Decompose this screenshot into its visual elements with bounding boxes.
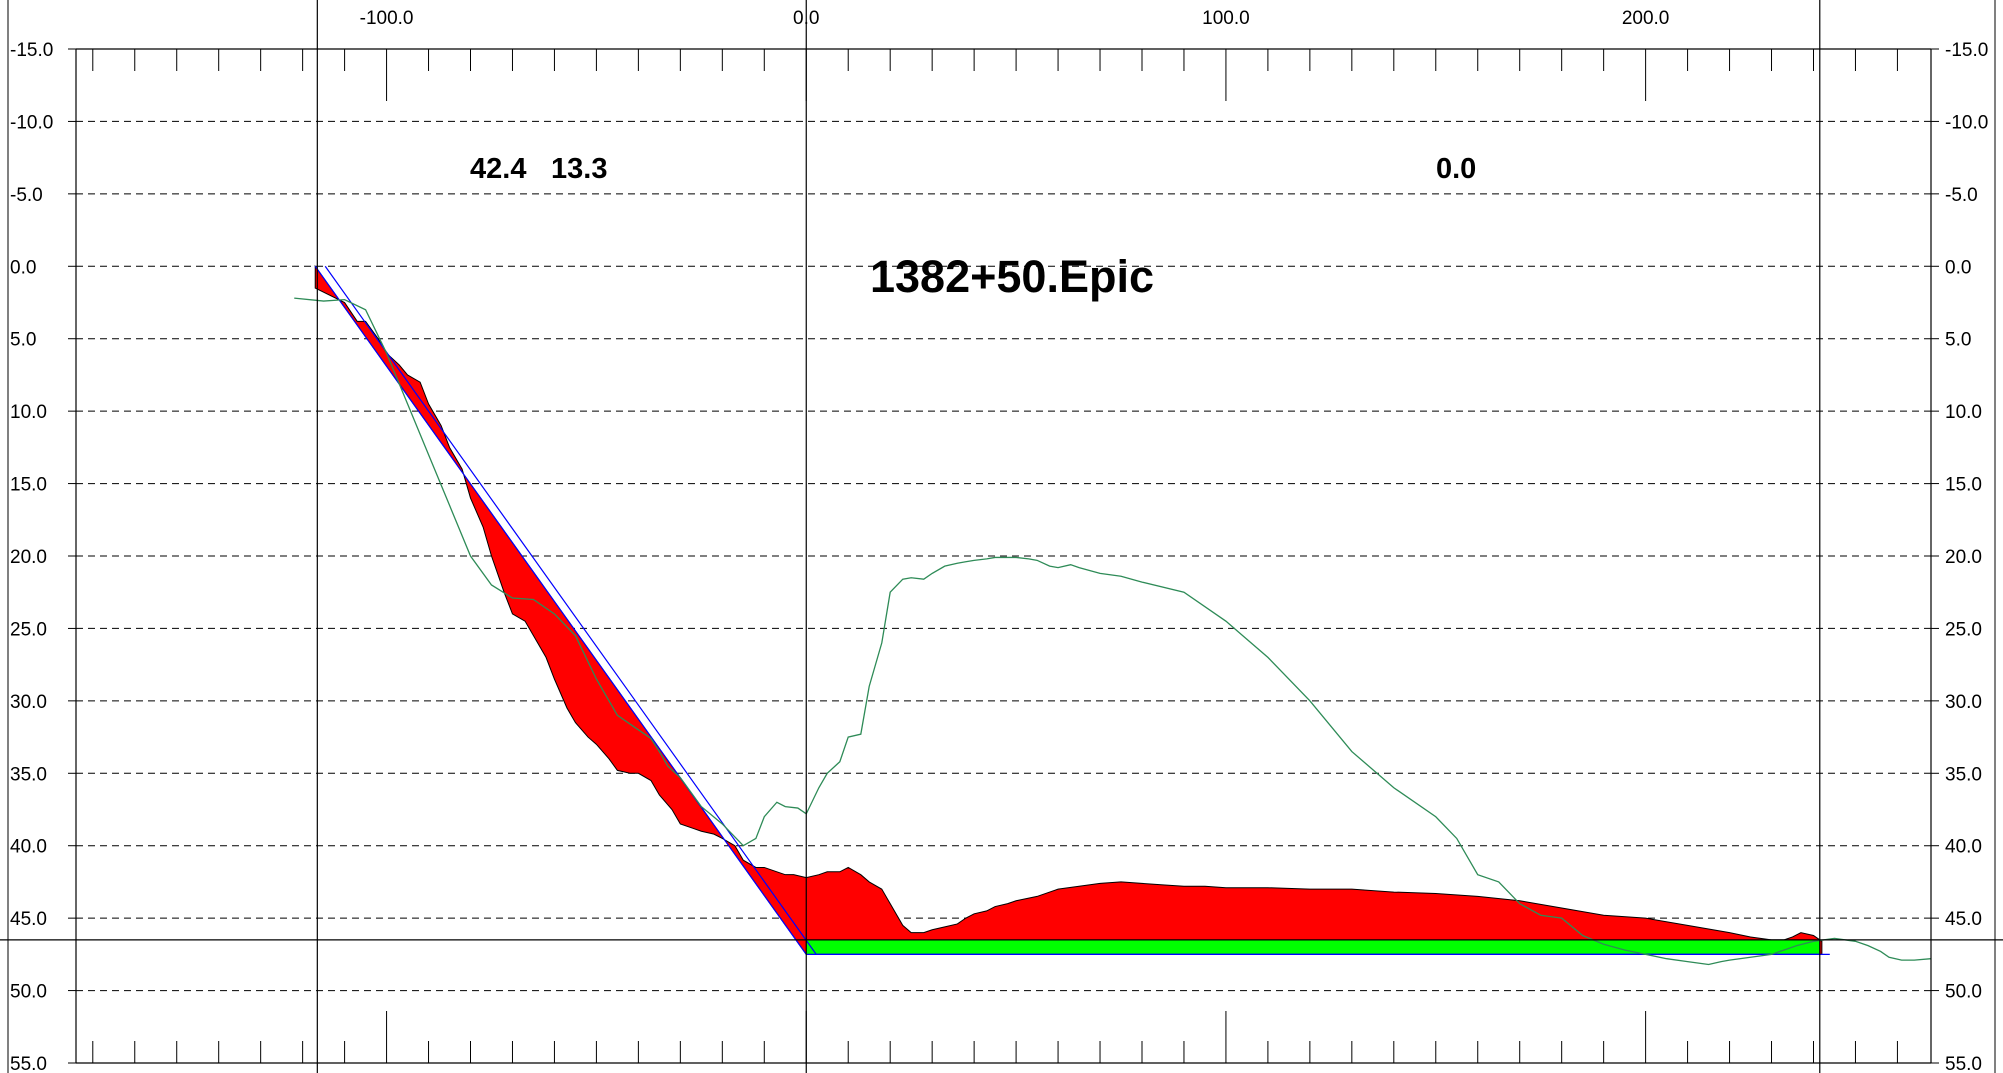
fill-area-label: 13.3 [551, 153, 607, 185]
x-tick-label: 0.0 [793, 8, 819, 29]
y-tick-labels: -15.0 -15.0 -10.0 -10.0 -5.0 -5.0 0.0 0.0 5.0 5.0… [10, 40, 1988, 1073]
y-tick-label-right: 35.0 [1945, 764, 1982, 785]
tick-marks [68, 48, 1939, 1064]
y-tick-label-right: 25.0 [1945, 619, 1982, 640]
y-tick-label-left: 5.0 [10, 330, 36, 351]
y-tick-label-right: 40.0 [1945, 837, 1982, 858]
y-tick-label-left: 55.0 [10, 1054, 47, 1073]
y-tick-label-left: -15.0 [10, 40, 53, 61]
y-tick-label-right: 30.0 [1945, 692, 1982, 713]
y-tick-label-right: 45.0 [1945, 909, 1982, 930]
y-tick-label-right: -10.0 [1945, 112, 1988, 133]
y-tick-label-right: 5.0 [1945, 330, 1971, 351]
section-title: 1382+50.Epic [870, 251, 1154, 302]
x-tick-label: 100.0 [1202, 8, 1250, 29]
cut-area [314, 264, 1823, 955]
design-template-offset-line [324, 265, 1830, 955]
y-tick-label-left: 25.0 [10, 619, 47, 640]
y-tick-label-right: 15.0 [1945, 475, 1982, 496]
y-tick-label-right: -15.0 [1945, 40, 1988, 61]
y-tick-label-right: 0.0 [1945, 257, 1971, 278]
y-tick-label-left: 0.0 [10, 257, 36, 278]
y-tick-label-left: -10.0 [10, 112, 53, 133]
y-tick-label-left: 10.0 [10, 402, 47, 423]
y-tick-label-left: 15.0 [10, 475, 47, 496]
x-tick-label: -100.0 [360, 8, 414, 29]
y-tick-label-right: 50.0 [1945, 982, 1982, 1003]
fill-area [805, 939, 1821, 955]
y-tick-label-left: 20.0 [10, 547, 47, 568]
y-tick-label-right: 10.0 [1945, 402, 1982, 423]
y-tick-label-left: -5.0 [10, 185, 43, 206]
y-tick-label-right: -5.0 [1945, 185, 1978, 206]
y-tick-label-left: 30.0 [10, 692, 47, 713]
y-tick-label-left: 35.0 [10, 764, 47, 785]
y-tick-label-left: 40.0 [10, 837, 47, 858]
y-tick-label-right: 55.0 [1945, 1054, 1982, 1073]
x-tick-labels: -100.0 0.0 100.0 200.0 [360, 8, 1670, 29]
right-area-label: 0.0 [1436, 153, 1476, 185]
y-tick-label-left: 50.0 [10, 982, 47, 1003]
ground-line [294, 297, 1932, 966]
fill-areas [314, 264, 1823, 955]
x-tick-label: 200.0 [1622, 8, 1670, 29]
cut-area-label: 42.4 [470, 153, 526, 185]
y-tick-label-right: 20.0 [1945, 547, 1982, 568]
y-tick-label-left: 45.0 [10, 909, 47, 930]
